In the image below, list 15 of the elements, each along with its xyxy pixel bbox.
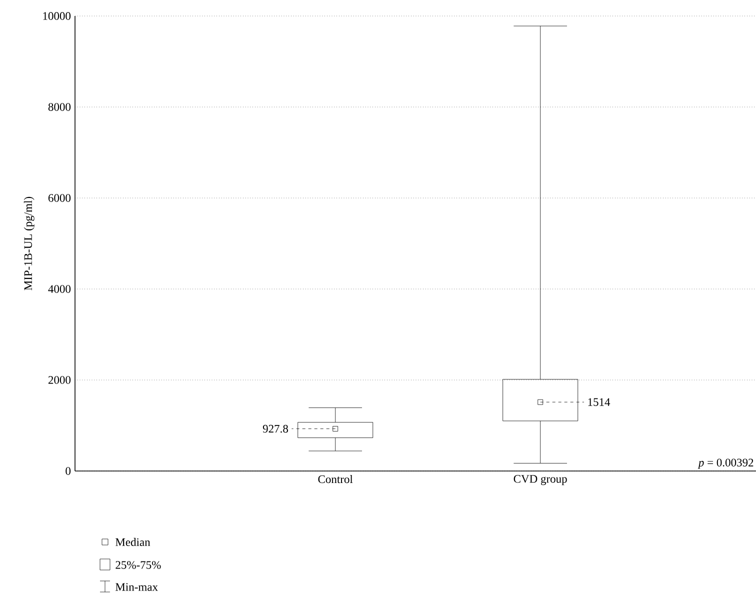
y-tick-label: 0 (66, 467, 71, 475)
y-tick-label: 6000 (48, 194, 71, 202)
y-tick-label: 8000 (48, 103, 71, 111)
text: Median (116, 538, 150, 546)
x-tick-label: CVD group (514, 475, 567, 486)
annotation: p = 0.00392 (698, 458, 754, 469)
y-tick-label: 4000 (48, 285, 71, 293)
annotation: 1514 (588, 398, 610, 406)
annotation: 927.8 (262, 424, 288, 433)
y-axis-title: MIP-1B-UL (pg/ml) (24, 196, 34, 290)
text: 25%-75% (116, 561, 161, 569)
x-tick-label: Control (318, 475, 353, 484)
y-tick-label: 2000 (48, 376, 71, 384)
text: Min-max (116, 583, 158, 591)
y-tick-label: 10000 (43, 12, 71, 20)
